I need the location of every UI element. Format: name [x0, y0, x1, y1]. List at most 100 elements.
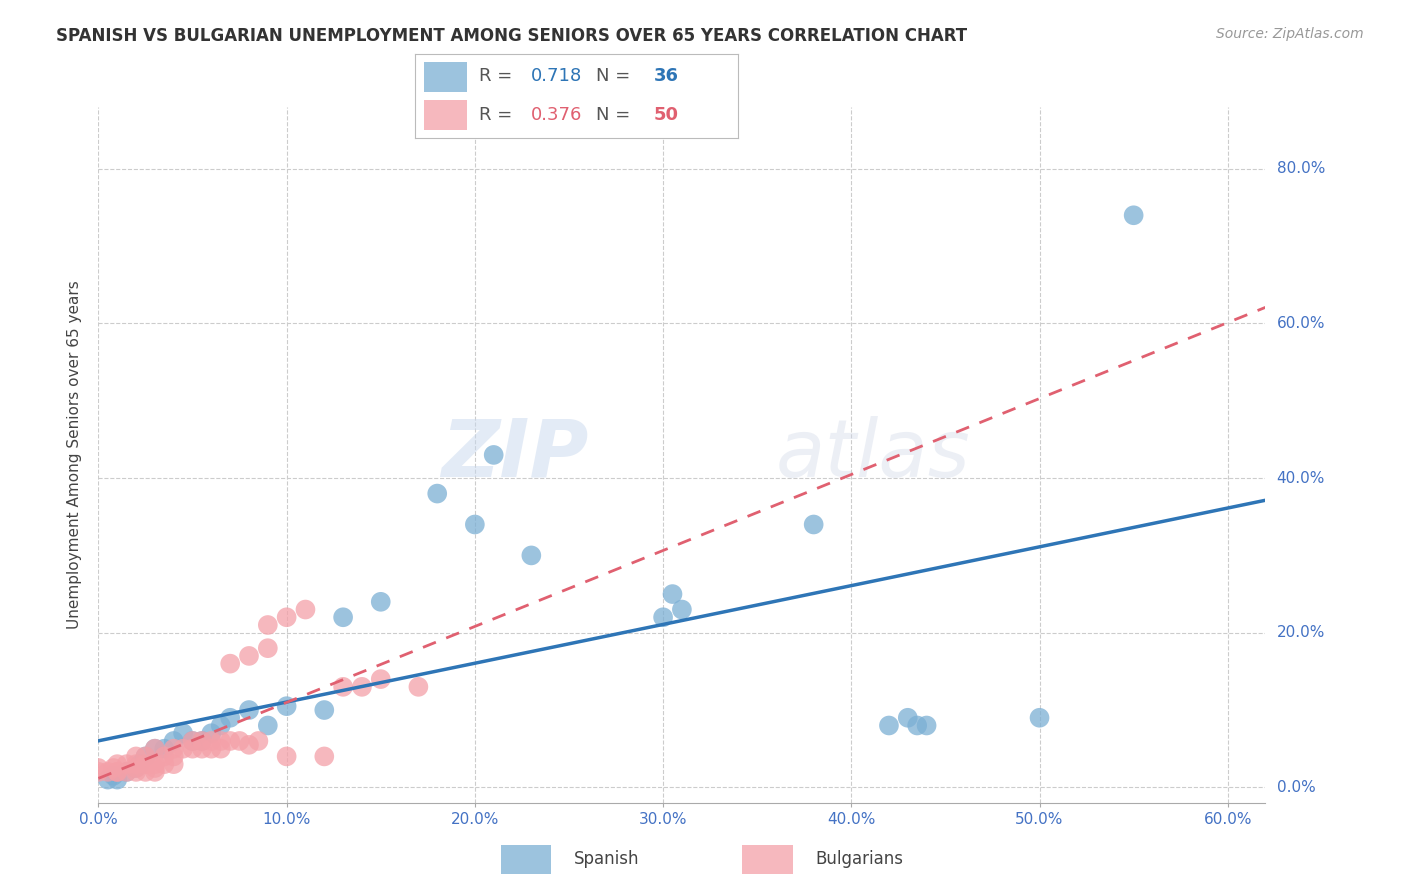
- Point: [350, 680, 373, 694]
- Point: [200, 741, 222, 756]
- Point: [915, 718, 938, 732]
- Point: [256, 618, 278, 632]
- Point: [219, 734, 242, 748]
- Point: [803, 517, 825, 532]
- Point: [209, 734, 232, 748]
- Point: [105, 772, 128, 787]
- Point: [426, 486, 449, 500]
- Point: [209, 718, 232, 732]
- Point: [276, 610, 298, 624]
- Text: 36: 36: [654, 68, 679, 86]
- Text: 0.0%: 0.0%: [1277, 780, 1315, 795]
- Point: [97, 764, 120, 779]
- Point: [181, 741, 204, 756]
- Point: [163, 749, 186, 764]
- Text: SPANISH VS BULGARIAN UNEMPLOYMENT AMONG SENIORS OVER 65 YEARS CORRELATION CHART: SPANISH VS BULGARIAN UNEMPLOYMENT AMONG …: [56, 27, 967, 45]
- Point: [238, 703, 260, 717]
- Point: [163, 757, 186, 772]
- Point: [115, 764, 138, 779]
- Point: [134, 764, 156, 779]
- Point: [103, 761, 125, 775]
- Point: [408, 680, 430, 694]
- Text: Source: ZipAtlas.com: Source: ZipAtlas.com: [1216, 27, 1364, 41]
- Point: [1122, 208, 1144, 222]
- Text: R =: R =: [479, 68, 519, 86]
- Point: [238, 648, 260, 663]
- Point: [87, 761, 110, 775]
- Point: [105, 764, 128, 779]
- Point: [370, 595, 392, 609]
- Point: [103, 769, 125, 783]
- Point: [163, 734, 186, 748]
- Point: [219, 711, 242, 725]
- Text: atlas: atlas: [775, 416, 970, 494]
- Point: [143, 741, 166, 756]
- Text: N =: N =: [596, 105, 636, 123]
- Point: [332, 610, 354, 624]
- Point: [125, 757, 148, 772]
- Point: [115, 764, 138, 779]
- Point: [191, 734, 214, 748]
- Point: [652, 610, 675, 624]
- Point: [172, 741, 194, 756]
- Point: [125, 761, 148, 775]
- Point: [143, 741, 166, 756]
- Text: 80.0%: 80.0%: [1277, 161, 1324, 177]
- Text: Bulgarians: Bulgarians: [815, 849, 904, 868]
- FancyBboxPatch shape: [501, 845, 551, 874]
- Point: [314, 703, 336, 717]
- Point: [276, 749, 298, 764]
- Point: [332, 680, 354, 694]
- Text: 0.718: 0.718: [531, 68, 582, 86]
- Point: [125, 749, 148, 764]
- Text: ZIP: ZIP: [441, 416, 589, 494]
- Point: [153, 741, 176, 756]
- Point: [143, 757, 166, 772]
- Y-axis label: Unemployment Among Seniors over 65 years: Unemployment Among Seniors over 65 years: [67, 281, 83, 629]
- Point: [115, 757, 138, 772]
- Point: [163, 741, 186, 756]
- Text: N =: N =: [596, 68, 636, 86]
- Point: [370, 672, 392, 686]
- Point: [181, 734, 204, 748]
- Point: [520, 549, 543, 563]
- Point: [247, 734, 270, 748]
- Text: 60.0%: 60.0%: [1277, 316, 1324, 331]
- Point: [209, 741, 232, 756]
- Point: [276, 699, 298, 714]
- Point: [87, 764, 110, 779]
- Point: [172, 726, 194, 740]
- Point: [200, 726, 222, 740]
- Point: [256, 641, 278, 656]
- Point: [134, 749, 156, 764]
- Point: [181, 734, 204, 748]
- Point: [134, 757, 156, 772]
- Point: [905, 718, 928, 732]
- Point: [191, 734, 214, 748]
- Point: [294, 602, 316, 616]
- Point: [105, 757, 128, 772]
- Text: R =: R =: [479, 105, 519, 123]
- Point: [105, 764, 128, 779]
- Point: [464, 517, 486, 532]
- Point: [153, 757, 176, 772]
- Point: [238, 738, 260, 752]
- FancyBboxPatch shape: [425, 62, 467, 92]
- Point: [134, 749, 156, 764]
- Point: [191, 741, 214, 756]
- Text: Spanish: Spanish: [574, 849, 640, 868]
- Point: [125, 761, 148, 775]
- Point: [314, 749, 336, 764]
- Point: [661, 587, 683, 601]
- Point: [482, 448, 505, 462]
- Point: [125, 764, 148, 779]
- Point: [97, 772, 120, 787]
- Point: [671, 602, 693, 616]
- Text: 40.0%: 40.0%: [1277, 471, 1324, 485]
- Text: 50: 50: [654, 105, 679, 123]
- Point: [1028, 711, 1050, 725]
- Text: 20.0%: 20.0%: [1277, 625, 1324, 640]
- Point: [219, 657, 242, 671]
- Point: [153, 749, 176, 764]
- FancyBboxPatch shape: [425, 100, 467, 130]
